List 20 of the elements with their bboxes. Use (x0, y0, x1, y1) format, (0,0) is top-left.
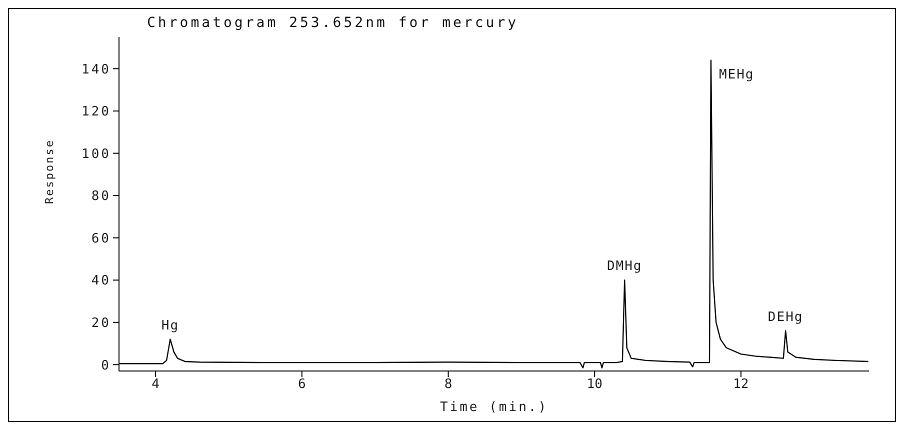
x-tick-label: 8 (444, 377, 452, 392)
y-axis-title: Response (42, 139, 56, 204)
y-tick-label: 20 (91, 316, 111, 331)
y-tick-label: 120 (82, 104, 111, 120)
annotation: MEHg (718, 67, 754, 82)
annotation: Hg (161, 318, 180, 334)
y-tick-label: 100 (82, 146, 111, 162)
chart-title: Chromatogram 253.652nm for mercury (147, 15, 519, 31)
y-tick-label: 140 (82, 62, 111, 78)
y-tick-label: 0 (101, 358, 111, 374)
y-tick-label: 60 (91, 231, 111, 246)
annotation: DEHg (768, 310, 804, 325)
x-tick-label: 10 (586, 377, 602, 392)
y-tick-label: 40 (91, 274, 111, 289)
y-tick-label: 80 (91, 189, 111, 204)
x-axis-title: Time (min.) (440, 400, 548, 415)
annotation: DMHg (606, 259, 642, 274)
x-tick-label: 6 (298, 377, 306, 392)
x-tick-label: 12 (733, 377, 749, 392)
x-tick-label: 4 (152, 377, 160, 392)
